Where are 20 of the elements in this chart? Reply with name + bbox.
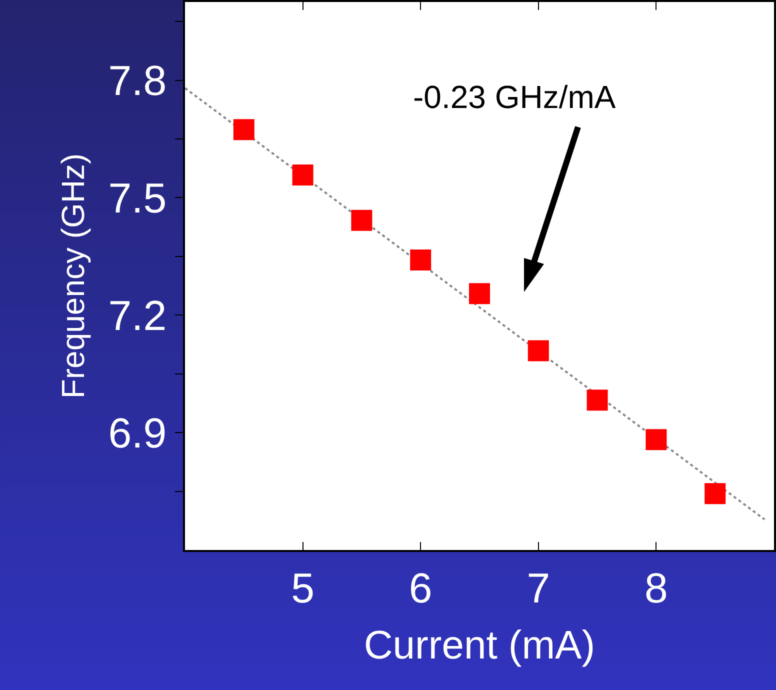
point (469, 283, 490, 304)
point (292, 164, 314, 186)
point (586, 390, 608, 411)
x-tick-label: 8 (644, 564, 668, 612)
point (351, 210, 372, 231)
point (646, 429, 667, 450)
y-axis-title: Frequency (GHz) (55, 153, 92, 399)
y-tick-label: 7.5 (108, 174, 167, 222)
x-tick-label: 5 (291, 564, 314, 612)
point (410, 249, 432, 270)
point (528, 340, 549, 362)
y-tick-label: 6.9 (108, 409, 167, 456)
annotation: -0.23 GHz/mA (413, 79, 616, 115)
x-tick-label: 7 (526, 564, 550, 612)
y-tick-label: 7.8 (108, 56, 167, 104)
y-tick-label: 7.2 (108, 292, 167, 339)
x-tick-label: 6 (408, 564, 432, 612)
x-axis-title: Current (mA) (364, 623, 596, 668)
point (233, 119, 254, 140)
point (704, 483, 726, 504)
